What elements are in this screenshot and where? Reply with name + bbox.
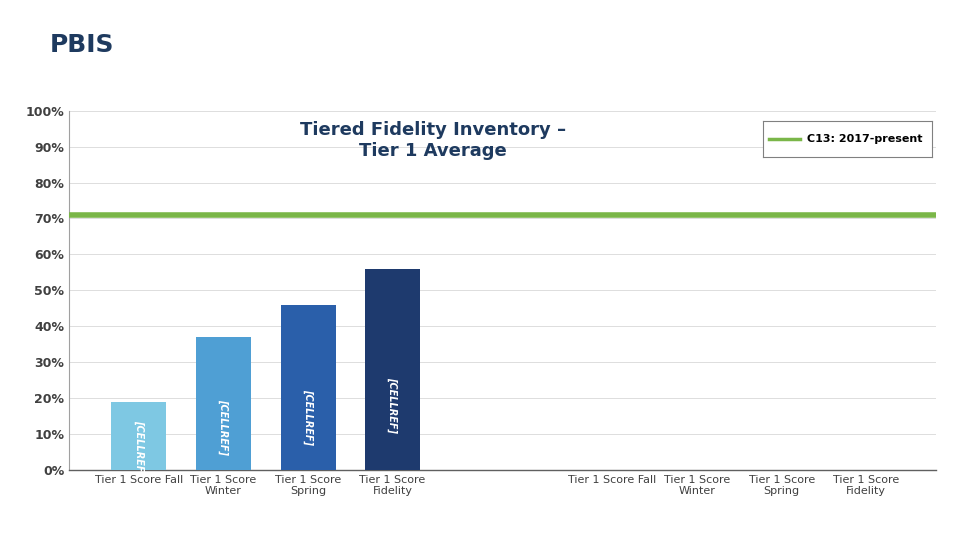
Text: [CELLREF]: [CELLREF] [133, 420, 144, 476]
Text: Tiered Fidelity Inventory –
Tier 1 Average: Tiered Fidelity Inventory – Tier 1 Avera… [300, 122, 566, 160]
Bar [280, 305, 336, 470]
Bar [111, 402, 166, 470]
Text: [CELLREF]: [CELLREF] [388, 377, 397, 434]
Text: PBIS: PBIS [49, 33, 114, 57]
Text: C13: 2017-present: C13: 2017-present [806, 134, 922, 144]
Bar [196, 337, 251, 470]
Bar [365, 269, 420, 470]
Bar [2, 5, 160, 89]
Text: Cohort Implementation Fidelity Benchmarks: Cohort Implementation Fidelity Benchmark… [232, 19, 891, 45]
Text: [CELLREF]: [CELLREF] [218, 399, 228, 455]
Text: Cohort 13 (2017-present): Cohort 13 (2017-present) [433, 65, 690, 83]
Text: [CELLREF]: [CELLREF] [303, 389, 313, 445]
